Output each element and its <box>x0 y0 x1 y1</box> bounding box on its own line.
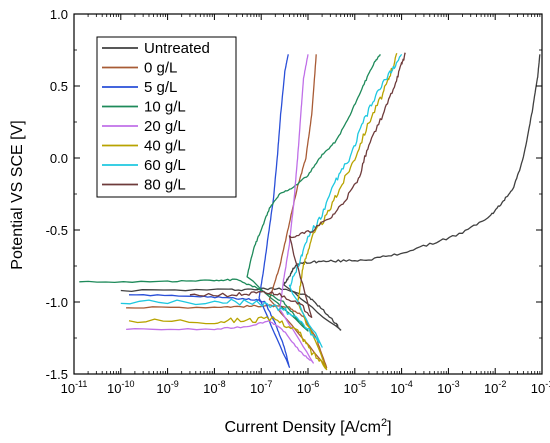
x-tick-label: 10-8 <box>203 379 225 396</box>
y-tick-label: 0.5 <box>50 79 68 94</box>
x-tick-label: 10-3 <box>437 379 459 396</box>
y-axis-ticks: -1.5 -1.0 -0.5 0.0 0.5 1.0 <box>46 7 542 382</box>
legend-label: 5 g/L <box>144 79 177 96</box>
x-axis-ticks: 10-11 10-10 10-9 10-8 10-7 10-6 10-5 10-4 10-3 10… <box>61 14 550 396</box>
x-tick-label: 10-2 <box>484 379 506 396</box>
x-tick-label: 10-5 <box>344 379 366 396</box>
y-tick-label: -1.5 <box>46 367 68 382</box>
y-tick-label: 0.0 <box>50 151 68 166</box>
legend-label: 10 g/L <box>144 99 186 116</box>
series-line-6 <box>120 53 403 348</box>
x-tick-label: 10-9 <box>156 379 178 396</box>
x-axis-title: Current Density [A/cm2] <box>224 417 391 436</box>
x-tick-label: 10-10 <box>107 379 134 396</box>
legend-label: 80 g/L <box>144 177 186 194</box>
legend-label: 20 g/L <box>144 118 186 135</box>
series-line-1 <box>126 54 328 369</box>
series-line-2 <box>128 54 291 368</box>
legend-box <box>96 36 237 198</box>
y-tick-label: 1.0 <box>50 7 68 22</box>
y-tick-label: -1.0 <box>46 295 68 310</box>
y-tick-label: -0.5 <box>46 223 68 238</box>
x-tick-label: 10-1 <box>531 379 550 396</box>
legend: Untreated 0 g/L 5 g/L 10 g/L 20 g/L 40 g/L 60 … <box>96 36 237 198</box>
legend-label: 60 g/L <box>144 157 186 174</box>
series-line-0 <box>120 54 541 331</box>
x-tick-label: 10-6 <box>297 379 319 396</box>
legend-label: 40 g/L <box>144 138 186 155</box>
legend-label: Untreated <box>144 40 210 57</box>
y-axis-title: Potential VS SCE [V] <box>9 120 26 269</box>
series-line-7 <box>189 52 406 318</box>
series-line-3 <box>79 54 381 332</box>
x-tick-label: 10-4 <box>390 379 412 396</box>
x-tick-label: 10-11 <box>61 379 88 396</box>
series-line-5 <box>128 53 398 371</box>
legend-label: 0 g/L <box>144 60 177 77</box>
series-layer <box>79 52 541 371</box>
x-tick-label: 10-7 <box>250 379 272 396</box>
